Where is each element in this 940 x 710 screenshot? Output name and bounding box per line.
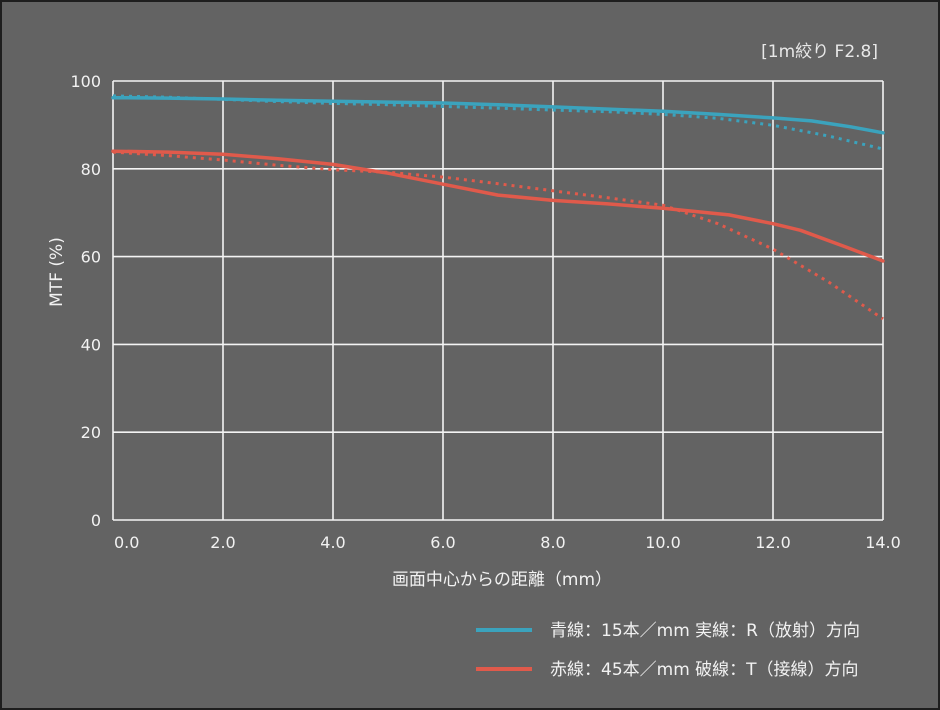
tick-labels: 0.0 2.0 4.0 6.0 8.0 10.0 12.0 14.0 0 20 40 60 80 100 <box>70 72 900 552</box>
series-line-red-solid <box>111 149 885 263</box>
y-axis-label: MTF (%) <box>47 237 67 307</box>
y-tick-label: 20 <box>81 423 101 442</box>
x-tick-label: 0.0 <box>114 533 139 552</box>
y-tick-label: 60 <box>81 248 101 267</box>
y-tick-label: 0 <box>91 511 101 530</box>
legend-entry-blue: 青線：15本／mm 実線：R（放射）方向 <box>476 621 860 641</box>
x-tick-label: 8.0 <box>540 533 565 552</box>
x-tick-label: 10.0 <box>645 533 681 552</box>
legend-label-red: 赤線：45本／mm 破線：T（接線）方向 <box>550 660 859 680</box>
legend-label-blue: 青線：15本／mm 実線：R（放射）方向 <box>550 621 860 641</box>
y-tick-label: 80 <box>81 160 101 179</box>
legend: 青線：15本／mm 実線：R（放射）方向 赤線：45本／mm 破線：T（接線）方… <box>476 621 860 680</box>
legend-entry-red: 赤線：45本／mm 破線：T（接線）方向 <box>476 660 859 680</box>
chart-annotation: [1m絞り F2.8] <box>761 42 878 62</box>
x-tick-label: 12.0 <box>755 533 791 552</box>
series-lines <box>111 94 885 321</box>
x-tick-label: 2.0 <box>210 533 235 552</box>
series-line-blue-solid <box>111 95 885 135</box>
x-tick-label: 14.0 <box>865 533 901 552</box>
series-line-blue-dotted <box>112 94 884 151</box>
series-line-red-dotted <box>112 150 884 321</box>
x-axis-label: 画面中心からの距離（mm） <box>392 570 612 590</box>
x-tick-label: 6.0 <box>430 533 455 552</box>
grid <box>112 80 884 521</box>
y-tick-label: 40 <box>81 335 101 354</box>
y-tick-label: 100 <box>70 72 101 91</box>
x-tick-label: 4.0 <box>320 533 345 552</box>
